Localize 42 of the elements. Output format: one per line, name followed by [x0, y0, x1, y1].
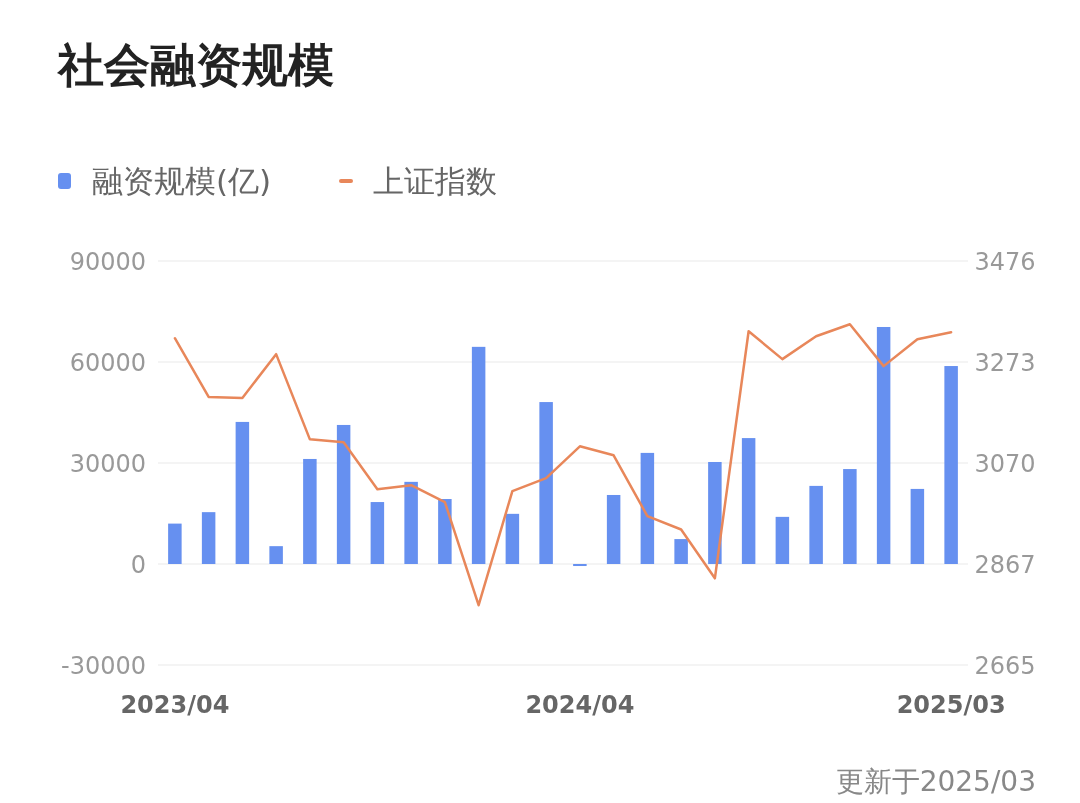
bar — [876, 326, 891, 564]
bar — [539, 402, 553, 564]
bar — [741, 438, 756, 564]
bar — [775, 516, 790, 564]
y-tick-label: -30000 — [60, 652, 146, 680]
chart-title: 社会融资规模 — [56, 38, 334, 92]
y2-tick-label: 3476 — [974, 248, 1036, 276]
line-series — [173, 323, 953, 607]
bar — [843, 469, 857, 564]
legend-label: 上证指数 — [373, 163, 497, 199]
bar — [606, 494, 621, 564]
bar — [336, 424, 351, 564]
bar — [269, 546, 283, 564]
bar — [438, 499, 452, 564]
x-tick-label: 2024/04 — [525, 691, 635, 719]
y-tick-label: 90000 — [69, 248, 146, 276]
y-tick-label: 60000 — [69, 349, 146, 377]
y2-tick-label: 2665 — [974, 652, 1036, 680]
text: 更新于2025/03 — [835, 765, 1036, 798]
bar — [573, 564, 587, 567]
bar — [370, 502, 385, 564]
bar — [168, 523, 182, 564]
bar — [674, 539, 688, 564]
y2-tick-label: 3070 — [974, 450, 1036, 479]
y2-tick-label: 3273 — [974, 349, 1036, 378]
x-tick-label: 2025/03 — [896, 691, 1006, 719]
bar — [809, 485, 823, 564]
bar — [640, 452, 655, 564]
bar — [235, 421, 250, 564]
y-tick-label: 0 — [130, 551, 146, 579]
legend-label: 融资规模(亿) — [92, 163, 272, 199]
bar — [471, 346, 486, 564]
bar — [708, 461, 722, 564]
x-tick-label: 2023/04 — [120, 691, 230, 719]
bar — [303, 458, 317, 564]
bar — [910, 488, 925, 564]
y-tick-label: 30000 — [69, 450, 146, 478]
bar — [201, 512, 216, 564]
y2-tick-label: 2867 — [974, 551, 1036, 580]
bar — [505, 513, 520, 564]
bar — [944, 366, 958, 564]
bar — [404, 481, 418, 564]
